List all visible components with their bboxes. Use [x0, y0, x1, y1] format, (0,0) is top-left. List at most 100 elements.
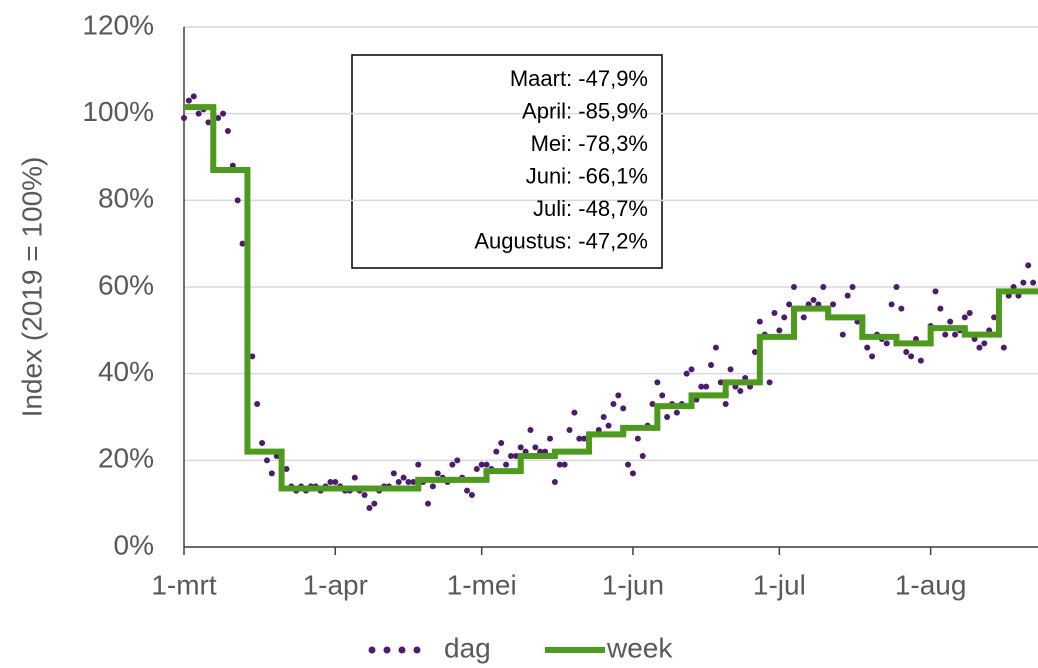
dot — [976, 344, 983, 351]
y-axis-label: Index (2019 = 100%) — [16, 157, 47, 418]
dot — [254, 401, 261, 407]
x-tick-label: 1-jun — [602, 569, 664, 600]
dot — [605, 422, 612, 429]
legend-dot — [368, 646, 376, 654]
dot — [659, 392, 666, 399]
dot — [239, 240, 246, 247]
dot — [390, 470, 397, 477]
dot — [493, 448, 500, 455]
dot — [415, 461, 422, 468]
dot — [429, 483, 436, 490]
dot — [751, 349, 758, 355]
dot — [1025, 262, 1032, 269]
dot — [224, 128, 231, 134]
dot — [410, 479, 417, 485]
annotation-box — [351, 54, 663, 269]
dot — [625, 461, 632, 468]
dot — [361, 492, 368, 498]
dot — [737, 388, 744, 394]
y-tick-label: 0% — [114, 529, 154, 560]
dot — [483, 461, 490, 468]
dot — [639, 453, 646, 459]
dot — [756, 318, 763, 325]
dot — [263, 457, 270, 464]
dot — [195, 110, 202, 117]
dot — [215, 115, 222, 121]
dot — [932, 288, 939, 295]
y-tick-label: 40% — [98, 356, 154, 387]
dot — [947, 318, 954, 325]
dot — [1000, 344, 1007, 351]
dot — [566, 427, 573, 433]
legend-label: week — [606, 632, 673, 663]
dot — [888, 301, 895, 308]
dot — [991, 314, 998, 321]
dot — [464, 487, 471, 494]
dot — [893, 284, 900, 290]
dot — [712, 344, 719, 351]
dot — [820, 284, 827, 290]
dot — [283, 466, 290, 472]
dot — [830, 301, 837, 308]
dot — [600, 414, 607, 420]
dot — [776, 327, 783, 334]
dot — [259, 440, 266, 446]
dot — [952, 331, 959, 338]
y-tick-label: 60% — [98, 269, 154, 300]
y-tick-label: 120% — [82, 9, 154, 40]
x-tick-label: 1-mrt — [151, 569, 217, 600]
dot — [512, 453, 519, 459]
dot — [908, 353, 915, 360]
legend-label: dag — [444, 632, 491, 663]
dot — [561, 461, 568, 468]
x-tick-label: 1-mei — [447, 569, 517, 600]
dot — [683, 370, 690, 377]
dot — [966, 310, 973, 316]
dot — [649, 401, 656, 407]
dot — [454, 457, 461, 464]
dot — [332, 479, 339, 485]
legend-dot — [383, 646, 391, 654]
dot — [771, 310, 778, 316]
dot — [903, 349, 910, 355]
dot — [703, 383, 710, 390]
dot — [917, 357, 924, 364]
dot — [615, 392, 622, 399]
dot — [507, 453, 514, 459]
dot — [898, 305, 905, 312]
dot — [190, 93, 197, 100]
dot — [576, 435, 583, 442]
y-tick-label: 100% — [82, 96, 154, 127]
dot — [883, 340, 890, 347]
annotation: Juli: -48,7% — [533, 196, 648, 221]
dot — [556, 461, 563, 468]
dot — [527, 427, 534, 433]
annotation: Augustus: -47,2% — [474, 228, 648, 253]
dot — [268, 470, 275, 477]
dot — [688, 366, 695, 373]
dot — [791, 284, 797, 290]
dot — [961, 314, 968, 321]
annotation: Maart: -47,9% — [510, 66, 648, 91]
dot — [498, 440, 505, 446]
dot — [698, 383, 705, 390]
dot — [869, 353, 876, 360]
dot — [620, 405, 627, 412]
dot — [581, 435, 588, 442]
dot — [547, 435, 553, 442]
dot — [722, 401, 729, 407]
dot — [664, 414, 671, 420]
dot — [864, 344, 871, 351]
dot — [220, 110, 227, 117]
legend-dot — [413, 646, 421, 654]
y-tick-label: 80% — [98, 183, 154, 214]
dot — [434, 470, 441, 477]
dot — [468, 492, 475, 498]
dot — [571, 409, 578, 416]
dot — [327, 479, 334, 485]
dot — [371, 500, 378, 507]
dot — [810, 297, 817, 303]
dot — [634, 435, 641, 442]
dot — [781, 314, 788, 321]
dot — [532, 444, 539, 451]
